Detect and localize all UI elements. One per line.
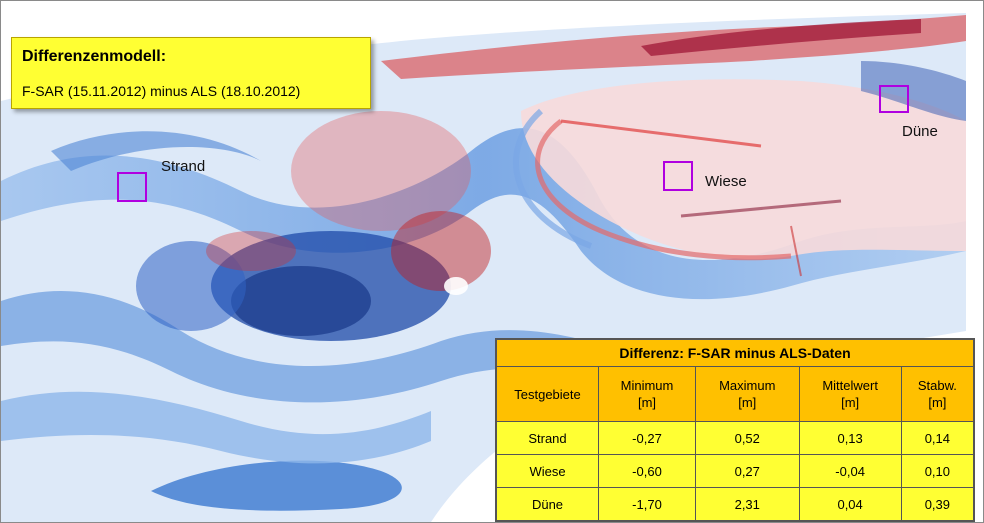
wave-band	[1, 128, 966, 300]
site-label-strand: Strand	[161, 158, 206, 175]
column-header: Stabw. [m]	[900, 366, 975, 422]
cell-minimum: -0,27	[598, 421, 696, 455]
table-caption: Differenz: F-SAR minus ALS-Daten	[496, 339, 974, 367]
column-header-name: Maximum	[719, 378, 776, 393]
beach-swirl	[51, 131, 261, 171]
column-header: Maximum [m]	[695, 366, 800, 422]
meadow-streak	[680, 199, 842, 218]
statistics-table: Differenz: F-SAR minus ALS-Daten Testgeb…	[496, 339, 975, 521]
meadow-arc	[535, 119, 792, 261]
column-header: Mittelwert [m]	[798, 366, 902, 422]
positive-area	[206, 231, 296, 271]
cell-mean: 0,13	[798, 421, 902, 455]
negative-cluster	[231, 266, 371, 336]
river-islands	[151, 460, 402, 511]
dune-ridge	[861, 61, 966, 121]
meadow-streak	[560, 119, 762, 148]
row-label: Strand	[496, 421, 599, 455]
meadow-streak	[790, 225, 802, 277]
column-header: Minimum [m]	[598, 366, 696, 422]
table-row: Strand -0,27 0,52 0,13 0,14	[496, 421, 975, 455]
site-label-wiese: Wiese	[705, 173, 747, 190]
column-header-unit: [m]	[637, 395, 657, 410]
column-header-unit: [m]	[928, 395, 947, 410]
site-label-duene: Düne	[902, 123, 938, 140]
data-gap	[444, 277, 468, 295]
wave-band	[1, 391, 431, 464]
site-marker-duene	[879, 85, 909, 113]
cell-minimum: -1,70	[598, 487, 696, 521]
table-header-row: Testgebiete Minimum [m] Maximum [m] Mittel…	[496, 366, 975, 422]
table-row: Wiese -0,60 0,27 -0,04 0,10	[496, 454, 975, 488]
positive-area	[291, 111, 471, 231]
column-header-name: Stabw.	[917, 378, 957, 393]
cell-std: 0,39	[900, 487, 975, 521]
title-box: Differenzenmodell: F-SAR (15.11.2012) mi…	[11, 37, 371, 109]
cell-maximum: 0,27	[695, 454, 800, 488]
map-subtitle: F-SAR (15.11.2012) minus ALS (18.10.2012…	[22, 83, 301, 99]
cell-mean: 0,04	[798, 487, 902, 521]
cell-minimum: -0,60	[598, 454, 696, 488]
site-marker-wiese	[663, 161, 693, 191]
column-header-name: Testgebiete	[514, 386, 581, 402]
dune-ridge	[641, 19, 921, 56]
positive-area	[391, 211, 491, 291]
row-label: Düne	[496, 487, 599, 521]
table-caption-row: Differenz: F-SAR minus ALS-Daten	[496, 339, 974, 367]
negative-cluster	[136, 241, 246, 331]
cell-std: 0,10	[900, 454, 975, 488]
map-title: Differenzenmodell:	[22, 48, 167, 65]
column-header-unit: [m]	[841, 395, 860, 410]
column-header: Testgebiete	[496, 366, 599, 422]
cell-mean: -0,04	[798, 454, 902, 488]
column-header-name: Minimum	[620, 378, 674, 393]
meadow-arc	[513, 108, 593, 249]
column-header-unit: [m]	[738, 395, 757, 410]
cell-std: 0,14	[900, 421, 975, 455]
meadow-area	[521, 79, 966, 260]
table-row: Düne -1,70 2,31 0,04 0,39	[496, 487, 975, 521]
cell-maximum: 0,52	[695, 421, 800, 455]
cell-maximum: 2,31	[695, 487, 800, 521]
site-marker-strand	[117, 172, 147, 202]
column-header-name: Mittelwert	[822, 378, 878, 393]
row-label: Wiese	[496, 454, 599, 488]
